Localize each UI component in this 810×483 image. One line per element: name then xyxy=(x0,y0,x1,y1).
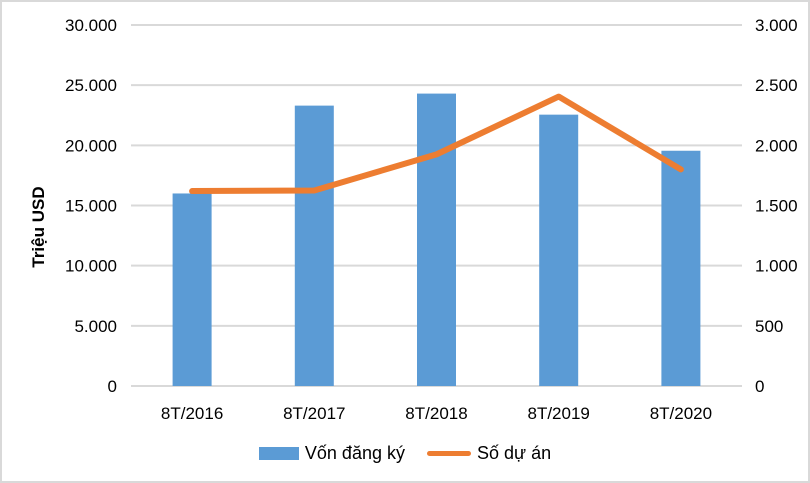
legend-item-so-du-an: Số dự án xyxy=(426,443,552,464)
bar-von-dang-ky xyxy=(172,193,212,386)
bar-von-dang-ky xyxy=(661,150,701,386)
x-axis-label: 8T/2018 xyxy=(405,404,467,423)
legend-label-so-du-an: Số dự án xyxy=(476,443,552,463)
right-axis-tick-label: 0 xyxy=(755,377,764,396)
x-axis-label: 8T/2017 xyxy=(283,404,345,423)
right-axis-tick-label: 500 xyxy=(755,317,783,336)
right-axis-tick-label: 2.000 xyxy=(755,136,798,155)
right-axis-tick-label: 2.500 xyxy=(755,76,798,95)
legend: Vốn đăng ký Số dự án xyxy=(2,443,808,464)
x-axis-label: 8T/2020 xyxy=(650,404,712,423)
line-series-swatch xyxy=(426,451,471,456)
left-axis-tick-label: 10.000 xyxy=(65,257,117,276)
left-axis-tick-label: 15.000 xyxy=(65,197,117,216)
left-axis-tick-label: 20.000 xyxy=(65,136,117,155)
right-axis-tick-label: 1.000 xyxy=(755,257,798,276)
bar-series-swatch xyxy=(258,447,299,460)
x-axis-label: 8T/2019 xyxy=(528,404,590,423)
left-axis-tick-label: 5.000 xyxy=(74,317,117,336)
right-axis-tick-label: 3.000 xyxy=(755,16,798,35)
left-axis-tick-label: 0 xyxy=(108,377,117,396)
x-axis-label: 8T/2016 xyxy=(161,404,223,423)
left-axis-tick-label: 25.000 xyxy=(65,76,117,95)
right-axis-tick-label: 1.500 xyxy=(755,197,798,216)
line-so-du-an xyxy=(189,93,684,195)
bar-von-dang-ky xyxy=(539,114,579,387)
legend-label-von-dang-ky: Vốn đăng ký xyxy=(304,443,405,463)
left-axis-tick-label: 30.000 xyxy=(65,16,117,35)
bar-von-dang-ky xyxy=(294,105,334,386)
bar-von-dang-ky xyxy=(417,93,456,386)
legend-item-von-dang-ky: Vốn đăng ký xyxy=(258,443,405,464)
